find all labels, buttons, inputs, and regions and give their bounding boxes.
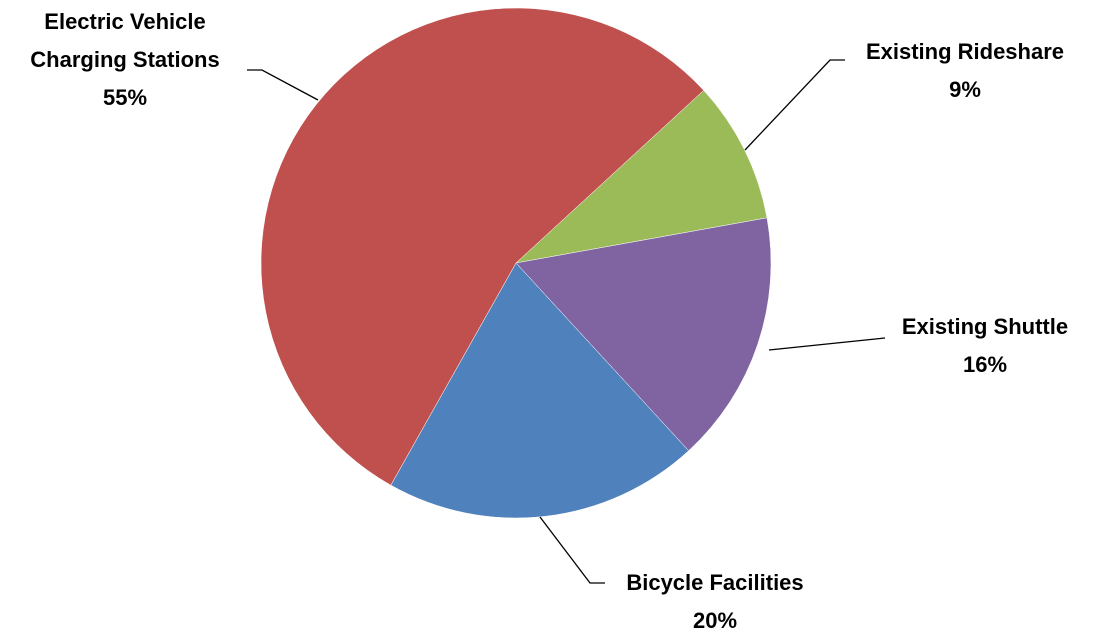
pie-slice [515,90,768,264]
value-label: 20% [692,608,738,633]
category-label: Existing Shuttle [901,314,1069,339]
slice-label: Bicycle Facilities 20% [585,564,845,637]
slice-label: Existing Shuttle 16% [855,308,1099,384]
leader-line [744,59,845,151]
leader-line [539,516,605,584]
leader-line [768,337,886,351]
pie-slice [390,262,689,519]
category-label: Electric Vehicle Charging Stations [30,9,220,72]
category-label: Bicycle Facilities [626,570,804,595]
slice-label: Electric Vehicle Charging Stations 55% [15,3,235,117]
slice-label: Existing Rideshare 9% [835,33,1095,109]
leader-line [247,69,319,101]
value-label: 55% [102,85,148,110]
pie-slice [260,7,705,486]
category-label: Existing Rideshare [865,39,1065,64]
pie-slice [515,217,772,452]
value-label: 16% [962,352,1008,377]
value-label: 9% [949,77,981,102]
